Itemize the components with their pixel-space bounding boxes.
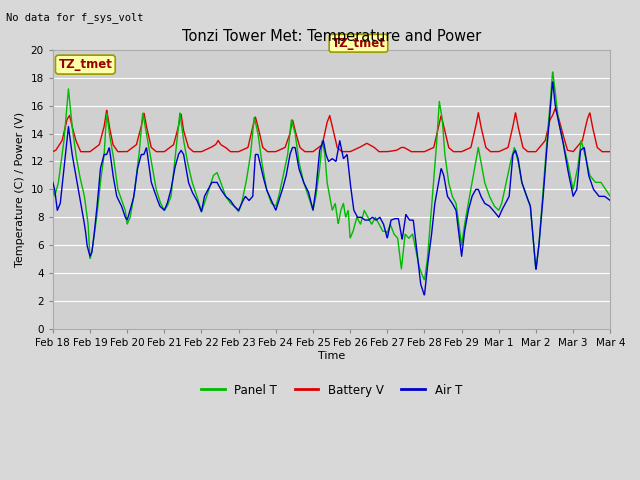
- Y-axis label: Temperature (C) / Power (V): Temperature (C) / Power (V): [15, 112, 25, 267]
- Text: No data for f_sys_volt: No data for f_sys_volt: [6, 12, 144, 23]
- Text: TZ_tmet: TZ_tmet: [332, 37, 385, 50]
- Title: Tonzi Tower Met: Temperature and Power: Tonzi Tower Met: Temperature and Power: [182, 29, 481, 44]
- X-axis label: Time: Time: [318, 351, 345, 361]
- Text: TZ_tmet: TZ_tmet: [58, 58, 112, 71]
- Legend: Panel T, Battery V, Air T: Panel T, Battery V, Air T: [196, 379, 467, 401]
